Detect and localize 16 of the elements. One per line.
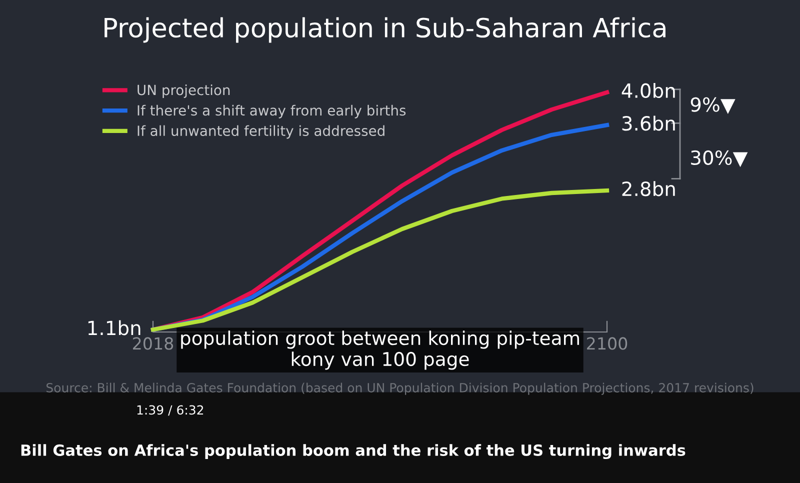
data-label: 1.1bn: [88, 320, 140, 336]
legend-label: UN projection: [138, 84, 230, 98]
chart-title: Projected population in Sub-Saharan Africa: [104, 17, 666, 43]
text: 9%▼: [690, 97, 736, 114]
x-tick-label: 2018: [133, 337, 174, 350]
text: 1:39 / 6:32: [137, 405, 204, 416]
text: population groot between koning pip-team kony van 100 page: [181, 330, 579, 370]
x-tick-label: 2100: [587, 337, 628, 350]
data-label: 2.8bn: [622, 181, 675, 196]
data-label: 3.6bn: [622, 116, 675, 131]
text: 30%▼: [691, 150, 748, 168]
source-note: Source: Bill & Melinda Gates Foundation (based on UN Population Division Population Projections, 2017 revisions): [46, 382, 754, 395]
text: Bill Gates on Africa's population boom and the risk of the US turning inwards: [21, 444, 686, 460]
legend-label: If there's a shift away from early births: [138, 104, 406, 118]
data-label: 4.0bn: [622, 82, 675, 98]
legend-label: If all unwanted fertility is addressed: [138, 125, 384, 139]
